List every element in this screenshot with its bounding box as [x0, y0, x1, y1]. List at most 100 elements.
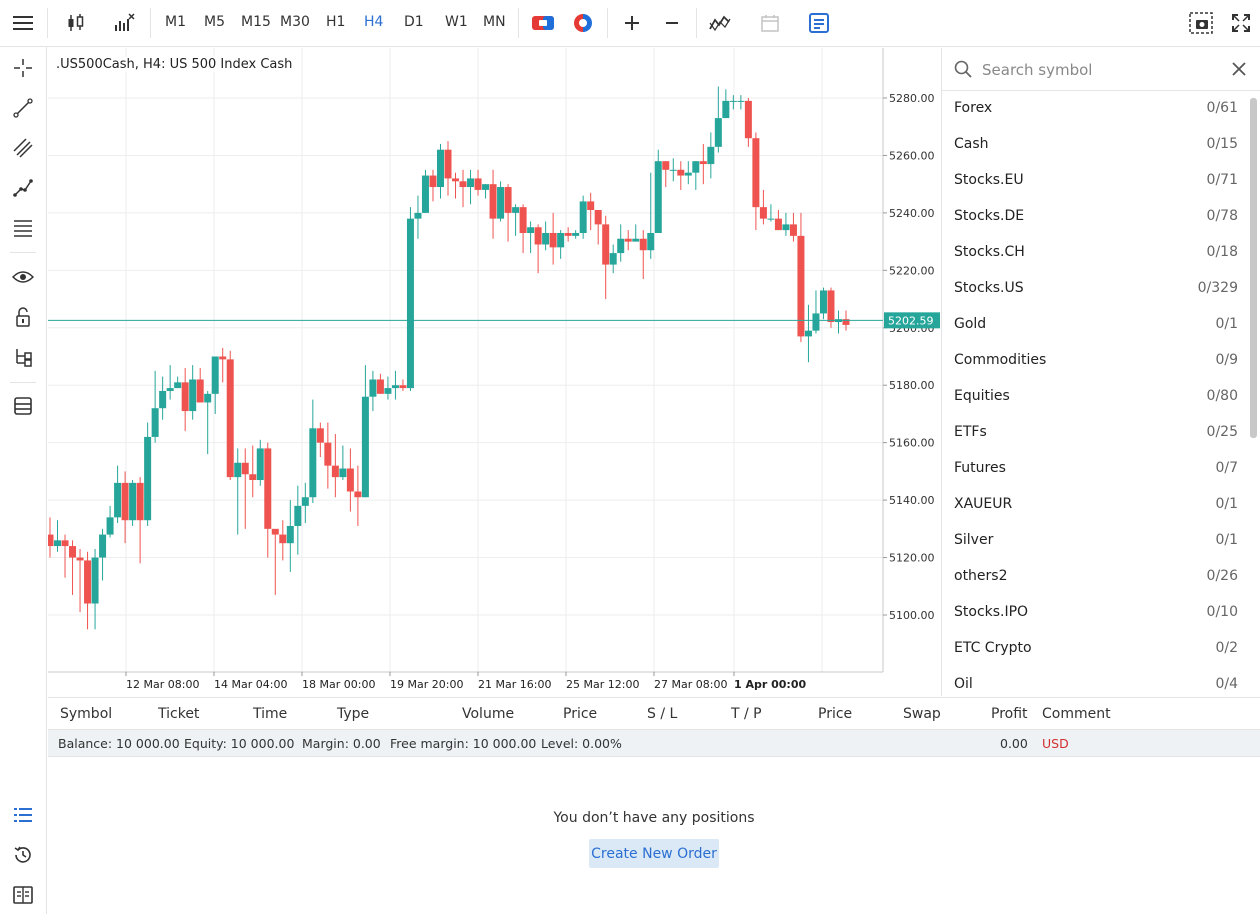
- toolbar-divider: [696, 8, 697, 38]
- symbol-group-name: Stocks.CH: [954, 244, 1025, 260]
- symbol-group-row[interactable]: Stocks.EU 0/71: [942, 163, 1248, 199]
- symbol-group-row[interactable]: Stocks.IPO 0/10: [942, 595, 1248, 631]
- objects-tree-icon[interactable]: [8, 342, 38, 372]
- column-header-symbol[interactable]: Symbol: [60, 706, 113, 722]
- symbol-group-name: others2: [954, 568, 1008, 584]
- symbol-group-row[interactable]: ETFs 0/25: [942, 415, 1248, 451]
- symbol-group-row[interactable]: XAUEUR 0/1: [942, 487, 1248, 523]
- candle-body: [722, 100, 730, 119]
- column-header-current-price[interactable]: Price: [818, 706, 853, 722]
- symbol-group-row[interactable]: Equities 0/80: [942, 379, 1248, 415]
- symbol-group-count: 0/80: [1206, 388, 1238, 404]
- symbol-group-row[interactable]: Cash 0/15: [942, 127, 1248, 163]
- column-header-tp[interactable]: T / P: [731, 706, 762, 722]
- templates-icon[interactable]: [705, 7, 735, 39]
- toolbar-divider: [518, 8, 519, 38]
- candle-body: [632, 238, 640, 242]
- symbol-group-count: 0/1: [1215, 496, 1238, 512]
- zoom-in-icon[interactable]: [617, 7, 647, 39]
- zoom-out-icon[interactable]: [657, 7, 687, 39]
- symbol-group-row[interactable]: Stocks.CH 0/18: [942, 235, 1248, 271]
- column-header-sl[interactable]: S / L: [647, 706, 678, 722]
- create-new-order-button[interactable]: Create New Order: [589, 839, 719, 868]
- column-header-time[interactable]: Time: [253, 706, 288, 722]
- symbol-group-row[interactable]: Futures 0/7: [942, 451, 1248, 487]
- layers-icon[interactable]: [8, 391, 38, 421]
- timeframe-d1[interactable]: D1: [404, 14, 424, 30]
- candle-body: [752, 138, 760, 208]
- menu-icon[interactable]: [8, 7, 38, 39]
- trade-icon[interactable]: [528, 7, 558, 39]
- candle-body: [324, 442, 332, 466]
- candle-body: [309, 428, 317, 498]
- close-icon[interactable]: [1232, 62, 1246, 80]
- trendline-icon[interactable]: [8, 93, 38, 123]
- candle-body: [294, 505, 302, 526]
- depth-icon[interactable]: [804, 7, 834, 39]
- timeframe-mn[interactable]: MN: [483, 14, 506, 30]
- candle-body: [684, 172, 692, 176]
- price-tick-label: 5120.00: [889, 552, 935, 565]
- symbol-group-row[interactable]: ETC Crypto 0/2: [942, 631, 1248, 667]
- candle-body: [444, 149, 452, 179]
- search-input[interactable]: [982, 58, 1212, 82]
- fullscreen-icon[interactable]: [1226, 7, 1256, 39]
- timeframe-w1[interactable]: W1: [445, 14, 468, 30]
- column-header-price[interactable]: Price: [563, 706, 598, 722]
- timeframe-m5[interactable]: M5: [204, 14, 225, 30]
- journal-icon[interactable]: [8, 880, 38, 910]
- symbol-group-row[interactable]: Stocks.DE 0/78: [942, 199, 1248, 235]
- lock-icon[interactable]: [8, 302, 38, 332]
- timeframe-h4[interactable]: H4: [364, 14, 384, 30]
- candle-body: [767, 218, 775, 220]
- timeframe-m1[interactable]: M1: [165, 14, 186, 30]
- symbol-list-scrollbar[interactable]: [1250, 98, 1257, 438]
- history-icon[interactable]: [8, 840, 38, 870]
- timeframe-m15[interactable]: M15: [241, 14, 271, 30]
- positions-icon[interactable]: [8, 800, 38, 830]
- one-click-icon[interactable]: [568, 7, 598, 39]
- crosshair-icon[interactable]: [8, 53, 38, 83]
- symbol-group-row[interactable]: others2 0/26: [942, 559, 1248, 595]
- candle-body: [249, 474, 257, 481]
- toolbar-divider: [150, 8, 151, 38]
- channel-icon[interactable]: [8, 133, 38, 163]
- candle-body: [474, 178, 482, 190]
- symbol-group-row[interactable]: Silver 0/1: [942, 523, 1248, 559]
- indicators-icon[interactable]: [108, 7, 140, 39]
- chart-canvas[interactable]: 5280.005260.005240.005220.005200.005180.…: [46, 48, 941, 696]
- column-header-volume[interactable]: Volume: [462, 706, 515, 722]
- column-header-comment[interactable]: Comment: [1042, 706, 1111, 722]
- candle-body: [114, 482, 122, 518]
- screenshot-icon[interactable]: [1186, 7, 1216, 39]
- eye-icon[interactable]: [8, 262, 38, 292]
- price-chart[interactable]: 5280.005260.005240.005220.005200.005180.…: [46, 48, 941, 696]
- candle-body: [534, 227, 542, 245]
- candle-body: [226, 359, 234, 478]
- candle-body: [331, 465, 339, 478]
- column-header-swap[interactable]: Swap: [903, 706, 941, 722]
- candles-icon[interactable]: [60, 7, 92, 39]
- symbol-group-row[interactable]: Forex 0/61: [942, 91, 1248, 127]
- symbol-group-row[interactable]: Oil 0/4: [942, 667, 1248, 703]
- candle-body: [519, 207, 527, 233]
- timeframe-h1[interactable]: H1: [326, 14, 346, 30]
- symbol-group-row[interactable]: Stocks.US 0/329: [942, 271, 1248, 307]
- column-header-type[interactable]: Type: [337, 706, 370, 722]
- polyline-icon[interactable]: [8, 173, 38, 203]
- column-header-ticket[interactable]: Ticket: [158, 706, 200, 722]
- timeframe-m30[interactable]: M30: [280, 14, 310, 30]
- current-price-badge: [884, 312, 940, 329]
- symbol-group-row[interactable]: Gold 0/1: [942, 307, 1248, 343]
- symbol-group-row[interactable]: Commodities 0/9: [942, 343, 1248, 379]
- symbol-group-name: Commodities: [954, 352, 1047, 368]
- column-header-profit[interactable]: Profit: [991, 706, 1028, 722]
- symbol-group-name: Equities: [954, 388, 1010, 404]
- candle-body: [61, 540, 69, 547]
- symbol-group-name: ETFs: [954, 424, 987, 440]
- calendar-icon: [755, 7, 785, 39]
- symbol-group-count: 0/1: [1215, 532, 1238, 548]
- fibonacci-icon[interactable]: [8, 213, 38, 243]
- free-margin-value: Free margin: 10 000.00: [390, 736, 537, 751]
- candle-body: [624, 238, 632, 242]
